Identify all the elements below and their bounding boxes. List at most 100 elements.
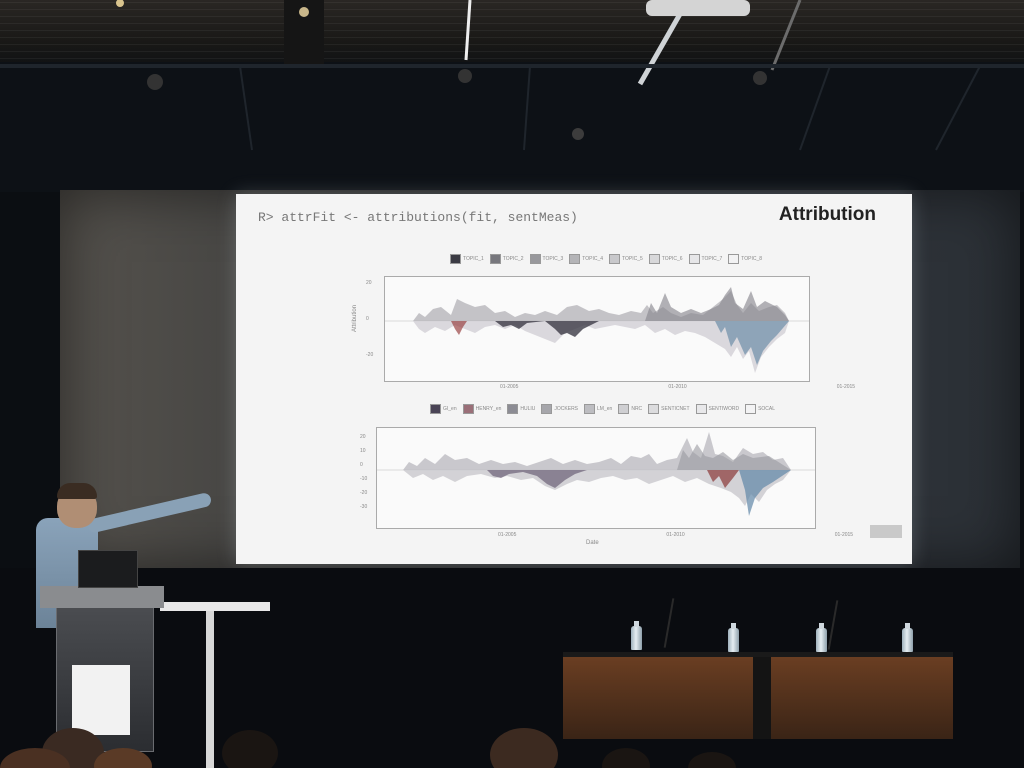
audience-head <box>602 748 650 768</box>
attribution-area <box>645 287 789 321</box>
stage-light <box>572 128 584 140</box>
attribution-area <box>487 470 587 488</box>
legend-item: TOPIC_3 <box>529 254 563 264</box>
legend-swatch <box>541 404 553 414</box>
lectern-sign <box>72 665 130 735</box>
stage-light <box>147 74 163 90</box>
truss-strut <box>799 65 831 151</box>
legend-item: TOPIC_8 <box>728 254 762 264</box>
bottom-legend: GI_en HENRY_en HULIU JOCKERS LM_en NRC S… <box>430 404 775 414</box>
y-tick-label: 0 <box>366 316 369 322</box>
legend-swatch <box>489 254 501 264</box>
legend-item: TOPIC_1 <box>450 254 484 264</box>
legend-swatch <box>648 404 660 414</box>
stage-light <box>458 69 472 83</box>
water-bottle <box>902 623 913 652</box>
audience-head <box>94 748 152 768</box>
x-tick-label: 01-2015 <box>836 384 856 390</box>
x-tick-label: 01-2015 <box>834 532 854 538</box>
legend-swatch <box>609 254 620 264</box>
attribution-area <box>677 444 791 470</box>
y-tick-label: 10 <box>360 448 366 454</box>
top-y-axis-label: Attribution <box>352 305 358 332</box>
spotlight-glow <box>299 7 309 17</box>
legend-item: HENRY_en <box>462 404 502 414</box>
audience-head <box>688 752 736 768</box>
x-tick-label: 01-2005 <box>498 532 517 538</box>
legend-label: TOPIC_7 <box>701 256 723 262</box>
legend-item: SENTICNET <box>648 404 690 414</box>
legend-label: SOCAL <box>758 406 776 412</box>
slide-code-line: R> attrFit <- attributions(fit, sentMeas… <box>258 210 578 225</box>
legend-item: LM_en <box>584 404 612 414</box>
legend-label: TOPIC_8 <box>741 256 762 262</box>
truss-strut <box>239 65 253 151</box>
rigging-pole <box>464 0 472 61</box>
ceiling-fixture <box>646 0 750 16</box>
legend-label: TOPIC_4 <box>582 256 603 262</box>
y-tick-label: 0 <box>360 462 363 468</box>
legend-label: LM_en <box>597 406 613 412</box>
ceiling-light <box>116 0 124 7</box>
legend-swatch <box>695 404 707 414</box>
panel-table <box>563 652 953 739</box>
ceiling <box>0 0 1024 66</box>
attribution-area <box>715 321 789 365</box>
legend-item: JOCKERS <box>541 404 578 414</box>
x-tick-label: 01-2005 <box>500 384 519 390</box>
slide-title: Attribution <box>778 204 876 225</box>
legend-item: TOPIC_2 <box>489 254 524 264</box>
stage-light <box>753 71 767 85</box>
lighting-truss <box>0 62 1024 192</box>
legend-item: TOPIC_4 <box>569 254 603 264</box>
x-tick-label: 01-2010 <box>668 384 687 390</box>
legend-item: NRC <box>618 404 642 414</box>
legend-swatch <box>450 254 461 264</box>
truss-strut <box>523 65 531 151</box>
y-tick-label: -30 <box>360 504 368 510</box>
bottom-plot-panel <box>376 427 816 529</box>
top-plot-panel <box>384 276 810 382</box>
bottom-y-ticks: 20 10 0 -10 -20 -30 <box>360 434 367 510</box>
top-y-ticks: 20 0 -20 <box>366 280 373 358</box>
attribution-area <box>739 470 791 516</box>
legend-swatch <box>507 404 519 414</box>
water-bottle <box>728 623 739 652</box>
top-legend: TOPIC_1 TOPIC_2 TOPIC_3 TOPIC_4 TOPIC_5 … <box>450 254 762 264</box>
legend-label: TOPIC_5 <box>622 256 643 262</box>
legend-label: GI_en <box>443 406 457 412</box>
legend-swatch <box>618 404 630 414</box>
side-table-leg <box>206 610 214 768</box>
rigging-pole <box>637 12 683 86</box>
legend-item: TOPIC_5 <box>609 254 643 264</box>
truss-strut <box>935 65 981 151</box>
legend-label: HENRY_en <box>475 406 502 412</box>
water-bottle <box>816 623 827 652</box>
laptop <box>78 550 138 588</box>
y-tick-label: -20 <box>366 352 374 358</box>
y-tick-label: 20 <box>360 434 366 440</box>
legend-swatch <box>584 404 596 414</box>
legend-swatch <box>648 254 660 264</box>
legend-swatch <box>569 254 581 264</box>
attribution-area <box>403 470 791 506</box>
table-divider <box>753 657 771 739</box>
x-axis-label: Date <box>586 540 599 546</box>
top-x-ticks: 01-2005 01-2010 01-2015 <box>500 384 855 390</box>
audience-head <box>490 728 558 768</box>
attribution-area <box>413 291 789 321</box>
legend-item: TOPIC_7 <box>688 254 723 264</box>
legend-label: HULIU <box>520 406 536 412</box>
presentation-slide: R> attrFit <- attributions(fit, sentMeas… <box>236 194 912 564</box>
y-tick-label: -20 <box>360 490 368 496</box>
slide-number-badge <box>870 525 902 538</box>
y-tick-label: -10 <box>360 476 368 482</box>
side-table-top <box>160 602 270 611</box>
x-tick-label: 01-2010 <box>666 532 685 538</box>
bottom-x-ticks: 01-2005 01-2010 01-2015 <box>498 532 853 538</box>
legend-item: GI_en <box>430 404 457 414</box>
legend-item: SOCAL <box>745 404 775 414</box>
legend-label: TOPIC_6 <box>661 256 683 262</box>
legend-swatch <box>462 404 474 414</box>
